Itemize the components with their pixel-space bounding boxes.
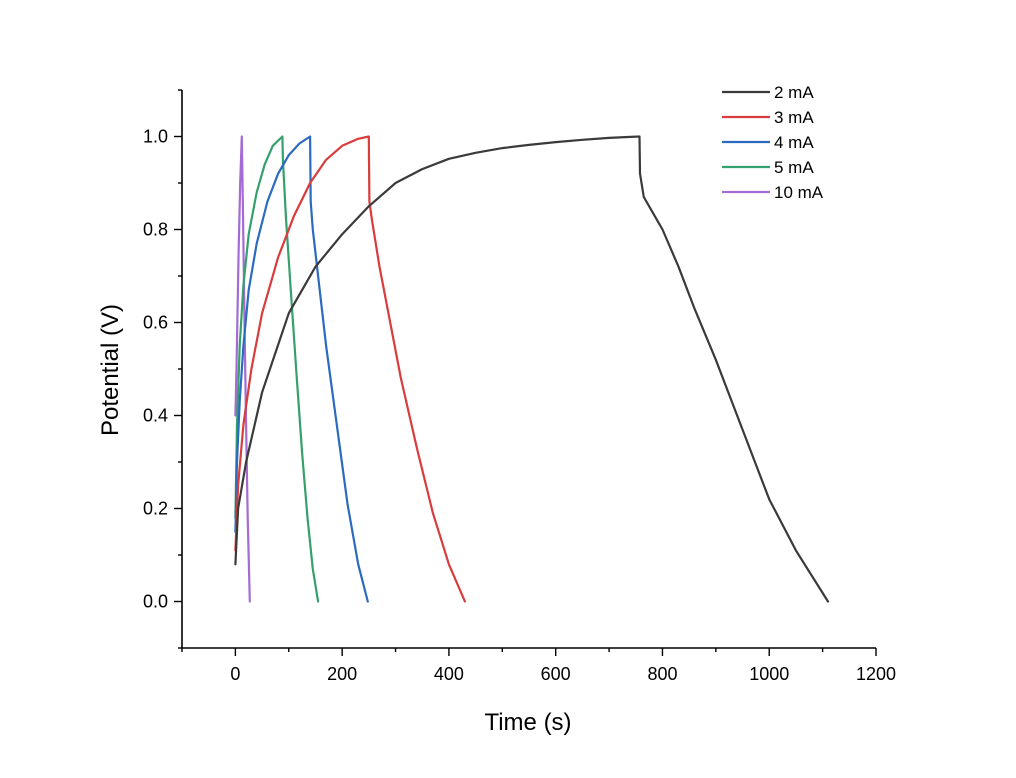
x-tick-label: 400 bbox=[434, 664, 464, 684]
series-line-3-ma bbox=[234, 135, 466, 603]
x-tick-label: 200 bbox=[327, 664, 357, 684]
series-line-5-ma bbox=[234, 135, 320, 603]
series-lines bbox=[234, 135, 830, 603]
series-line-4-ma bbox=[234, 135, 369, 603]
y-tick-label: 0.8 bbox=[143, 220, 168, 240]
x-axis-title: Time (s) bbox=[484, 709, 571, 736]
x-tick-label: 600 bbox=[541, 664, 571, 684]
y-tick-label: 0.4 bbox=[143, 406, 168, 426]
y-axis-title: Potential (V) bbox=[97, 304, 124, 436]
legend-label: 4 mA bbox=[774, 133, 814, 152]
x-tick-label: 1200 bbox=[856, 664, 896, 684]
x-tick-label: 0 bbox=[230, 664, 240, 684]
series-line-2-ma bbox=[234, 135, 830, 603]
y-tick-label: 0.0 bbox=[143, 592, 168, 612]
x-tick-label: 800 bbox=[647, 664, 677, 684]
legend: 2 mA 3 mA 4 mA 5 mA 10 mA bbox=[722, 83, 824, 202]
legend-label: 5 mA bbox=[774, 158, 814, 177]
y-tick-label: 1.0 bbox=[143, 127, 168, 147]
y-tick-label: 0.2 bbox=[143, 499, 168, 519]
y-tick-label: 0.6 bbox=[143, 313, 168, 333]
x-tick-label: 1000 bbox=[749, 664, 789, 684]
legend-label: 3 mA bbox=[774, 108, 814, 127]
axes: 0 200 400 600 800 1000 1200 0.0 0.2 0.4 0.6 0.8 1.0 bbox=[143, 89, 896, 684]
legend-label: 10 mA bbox=[774, 183, 824, 202]
legend-label: 2 mA bbox=[774, 83, 814, 102]
